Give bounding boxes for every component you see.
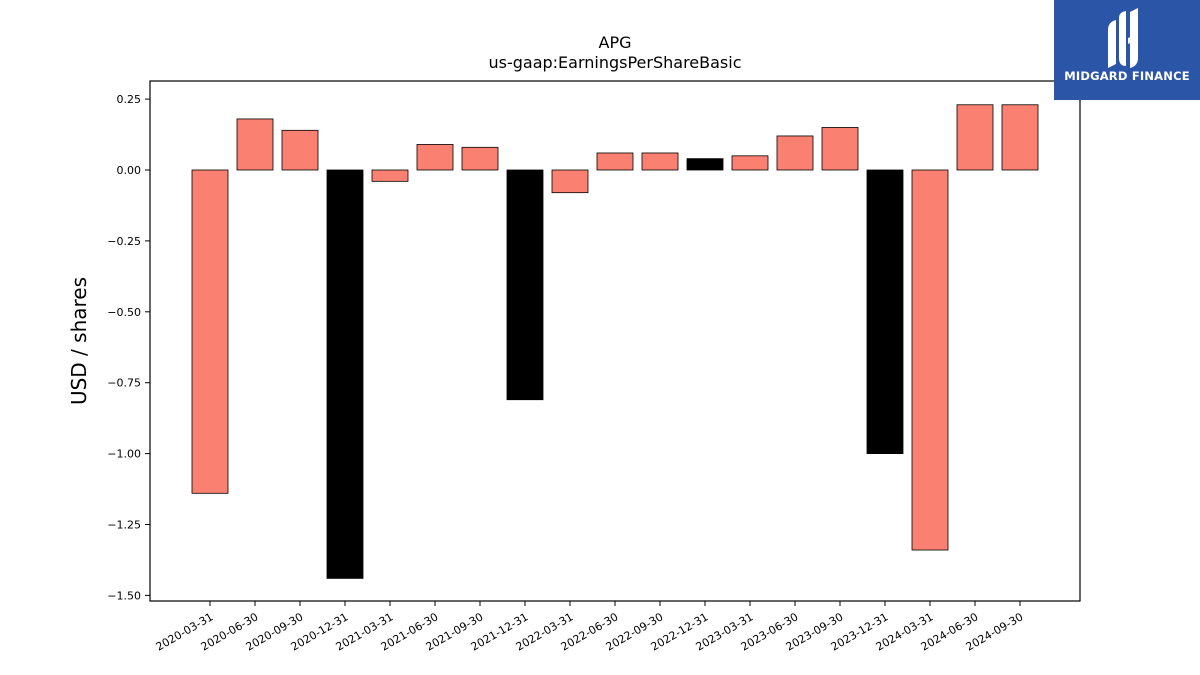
bar-2021-12-31 [506, 169, 544, 401]
brand-logo: MIDGARD FINANCE [1054, 0, 1200, 100]
brand-name: MIDGARD FINANCE [1064, 69, 1190, 83]
bar-2020-03-31 [191, 169, 229, 494]
bar-2022-06-30 [596, 152, 634, 171]
y-tick-label: −0.50 [107, 306, 141, 319]
bar-2023-03-31 [731, 155, 769, 171]
y-tick-label: −1.50 [107, 589, 141, 602]
y-tick-label: −1.00 [107, 448, 141, 461]
bar-2022-09-30 [641, 152, 679, 171]
y-tick-label: −1.25 [107, 519, 141, 532]
bar-2020-12-31 [326, 169, 364, 579]
bar-2021-06-30 [416, 144, 454, 171]
bar-2020-06-30 [236, 118, 274, 171]
brand-mark-icon [1108, 8, 1138, 68]
y-tick-label: 0.00 [117, 164, 142, 177]
chart-title: APG [599, 33, 632, 52]
bar-2023-12-31 [866, 169, 904, 455]
bars-group [191, 104, 1039, 579]
y-tick-label: 0.25 [117, 93, 142, 106]
bar-2024-09-30 [1001, 104, 1039, 171]
x-axis: 2020-03-312020-06-302020-09-302020-12-31… [154, 601, 1026, 654]
bar-2021-09-30 [461, 146, 499, 171]
bar-2023-06-30 [776, 135, 814, 171]
chart-subtitle: us-gaap:EarningsPerShareBasic [488, 53, 741, 72]
bar-2022-03-31 [551, 169, 589, 194]
bar-2024-03-31 [911, 169, 949, 551]
y-tick-label: −0.75 [107, 377, 141, 390]
y-tick-label: −0.25 [107, 235, 141, 248]
bar-2023-09-30 [821, 127, 859, 171]
plot-frame [149, 80, 1081, 602]
bar-2020-09-30 [281, 129, 319, 171]
bar-2022-12-31 [686, 158, 724, 171]
y-axis: 0.25 0.00 −0.25 −0.50 −0.75 −1.00 −1.25 −1.50 [107, 93, 150, 602]
bar-2021-03-31 [371, 169, 409, 182]
y-axis-label: USD / shares [67, 277, 91, 405]
bar-2024-06-30 [956, 104, 994, 171]
